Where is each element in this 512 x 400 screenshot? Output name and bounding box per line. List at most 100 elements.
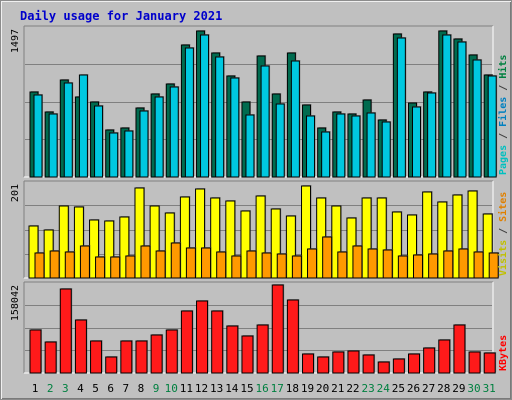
visits-sites-sites-bar (34, 252, 45, 279)
visits-sites-legend-part: Visits (497, 240, 509, 276)
x-tick-label: 13 (210, 382, 223, 395)
visits-sites-sites-bar (261, 252, 272, 279)
x-tick-label: 4 (77, 382, 84, 395)
visits-sites-sites-bar (473, 251, 484, 279)
pages-files-hits-files-bar (427, 92, 437, 178)
kbytes-kbytes-bar (332, 351, 345, 374)
x-tick-label: 22 (346, 382, 359, 395)
visits-sites-sites-bar (125, 255, 136, 279)
x-tick-label: 29 (452, 382, 465, 395)
pages-files-hits-legend-part: Pages (498, 145, 509, 175)
visits-sites-visits-bar (391, 211, 402, 279)
kbytes-kbytes-bar (44, 341, 57, 374)
x-tick-label: 9 (153, 382, 160, 395)
pages-files-hits-files-bar (184, 47, 194, 178)
visits-sites-sites-bar (79, 245, 90, 279)
kbytes-max-label: 158042 (10, 285, 21, 321)
x-tick-label: 2 (47, 382, 54, 395)
kbytes-legend: KBytes (498, 335, 509, 371)
visits-sites-visits-bar (149, 205, 160, 279)
visits-sites-sites-bar (246, 250, 257, 279)
x-tick-label: 25 (392, 382, 405, 395)
kbytes-kbytes-bar (105, 356, 118, 374)
kbytes-kbytes-bar (29, 329, 42, 374)
pages-files-hits-files-bar (472, 59, 482, 178)
kbytes-kbytes-bar (241, 335, 254, 374)
pages-files-hits-legend-part: Files (497, 97, 509, 127)
kbytes-kbytes-bar (377, 361, 390, 374)
kbytes-kbytes-bar (90, 340, 103, 374)
visits-sites-sites-bar (216, 251, 227, 279)
kbytes-kbytes-bar (317, 356, 330, 374)
x-tick-label: 5 (92, 382, 99, 395)
kbytes-kbytes-bar (408, 353, 420, 374)
kbytes-kbytes-bar (392, 358, 405, 374)
pages-files-hits-files-bar (457, 41, 467, 178)
kbytes-kbytes-bar (347, 350, 360, 374)
pages-files-hits-files-bar (48, 113, 58, 178)
x-tick-label: 23 (361, 382, 374, 395)
visits-sites-sites-bar (276, 253, 287, 279)
visits-sites-visits-bar (407, 214, 417, 279)
visits-sites-sites-bar (352, 245, 363, 279)
x-tick-label: 11 (180, 382, 193, 395)
kbytes-kbytes-bar (423, 347, 436, 374)
visits-sites-visits-bar (255, 195, 266, 279)
x-tick-label: 19 (301, 382, 314, 395)
kbytes-kbytes-bar (74, 319, 87, 374)
x-tick-label: 8 (138, 382, 145, 395)
pages-files-hits-files-bar (154, 96, 164, 178)
kbytes-kbytes-bar (483, 352, 496, 374)
visits-sites-legend-part: Sites (497, 192, 509, 222)
visits-sites-sites-bar (337, 251, 348, 279)
visits-sites-visits-bar (240, 210, 251, 279)
pages-files-hits-files-bar (33, 94, 43, 178)
visits-sites-max-label: 201 (10, 184, 21, 202)
x-tick-label: 7 (123, 382, 130, 395)
x-tick-label: 30 (467, 382, 480, 395)
visits-sites-sites-bar (291, 255, 302, 279)
visits-sites-visits-bar (270, 208, 281, 279)
x-tick-label: 14 (225, 382, 239, 395)
visits-sites-sites-bar (413, 254, 423, 279)
x-tick-label: 6 (107, 382, 114, 395)
visits-sites-visits-bar (376, 197, 387, 279)
pages-files-hits-files-bar (366, 112, 376, 178)
pages-files-hits-files-bar (230, 77, 240, 178)
pages-files-hits-legend: Pages / Files / Hits (497, 55, 509, 175)
visits-sites-sites-bar (64, 251, 75, 279)
visits-sites-visits-bar (195, 188, 206, 279)
visits-sites-visits-bar (482, 213, 493, 279)
x-tick-label: 24 (377, 382, 391, 395)
x-tick-label: 15 (240, 382, 253, 395)
visits-sites-visits-bar (104, 220, 115, 279)
pages-files-hits-files-bar (306, 115, 316, 178)
pages-files-hits-files-bar (169, 86, 179, 178)
kbytes-kbytes-bar (59, 288, 72, 374)
pages-files-hits-files-bar (442, 34, 452, 178)
visits-sites-sites-bar (488, 252, 499, 279)
visits-sites-visits-bar (422, 191, 433, 279)
x-tick-label: 26 (407, 382, 420, 395)
visits-sites-sites-bar (201, 247, 212, 279)
pages-files-hits-files-bar (63, 82, 73, 178)
pages-files-hits-files-bar (109, 132, 119, 178)
visits-sites-sites-bar (428, 253, 439, 279)
visits-sites-sites-bar (140, 245, 151, 279)
x-tick-label: 31 (483, 382, 496, 395)
kbytes-kbytes-bar (256, 324, 269, 374)
visits-sites-sites-bar (382, 249, 393, 279)
kbytes-kbytes-bar (120, 340, 133, 374)
pages-files-hits-files-bar (321, 131, 331, 178)
kbytes-kbytes-bar (165, 329, 178, 374)
visits-sites-visits-bar (134, 187, 145, 279)
pages-files-hits-files-bar (215, 56, 225, 178)
pages-files-hits-files-bar (290, 60, 300, 178)
pages-files-hits-files-bar (412, 106, 421, 178)
pages-files-hits-legend-part: / (498, 127, 509, 145)
kbytes-kbytes-bar (302, 353, 315, 374)
chart-title: Daily usage for January 2021 (20, 9, 223, 23)
kbytes-kbytes-bar (135, 340, 148, 374)
